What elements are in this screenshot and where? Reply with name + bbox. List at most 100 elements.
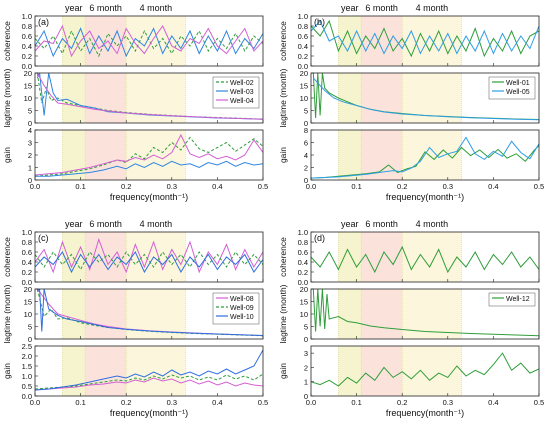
legend-label: Well-05	[506, 89, 530, 96]
legend-label: Well-10	[230, 314, 254, 321]
y-tick-label: 0	[28, 176, 32, 185]
series-line-well-04	[35, 24, 263, 58]
y-tick-label: 0	[304, 119, 308, 128]
band-shade	[338, 16, 362, 66]
x-tick-label: 0.1	[351, 398, 361, 407]
x-tick-label: 0.2	[121, 398, 131, 407]
y-tick-label: 2	[304, 164, 308, 173]
band-shade	[85, 289, 127, 339]
y-tick-label: 0.0	[22, 392, 32, 401]
band-shade	[62, 73, 86, 123]
band-label-0: year	[341, 219, 359, 229]
y-axis-label: lagtime (month)	[278, 68, 288, 127]
y-tick-label: 0.6	[22, 32, 32, 41]
y-axis-label: lagtime (month)	[2, 68, 12, 127]
legend-label: Well-09	[230, 305, 254, 312]
band-label-1: 6 month	[365, 219, 398, 229]
y-tick-label: 0.0	[298, 278, 308, 287]
y-tick-label: 0.0	[22, 278, 32, 287]
series-line-well-08	[35, 237, 263, 274]
band-shade	[338, 232, 362, 282]
y-tick-label: 0	[28, 119, 32, 128]
y-tick-label: 15	[24, 298, 32, 307]
x-tick-label: 0.4	[488, 182, 498, 191]
band-shade	[126, 232, 186, 282]
y-tick-label: 0.2	[22, 52, 32, 61]
y-tick-label: 1.5	[22, 362, 32, 371]
series-line-well-02	[35, 136, 263, 177]
series-line-well-05	[312, 77, 539, 121]
band-shade	[62, 16, 86, 66]
y-tick-label: 0.6	[22, 248, 32, 257]
band-shade	[62, 232, 86, 282]
band-label-1: 6 month	[89, 219, 122, 229]
y-tick-label: 0.8	[298, 22, 308, 31]
y-tick-label: 5	[304, 323, 308, 332]
band-shade	[62, 289, 86, 339]
series-line-well-10	[35, 349, 263, 391]
y-tick-label: 15	[300, 298, 308, 307]
y-tick-label: 0	[304, 176, 308, 185]
y-tick-label: 0.4	[298, 42, 308, 51]
series-line-well-10	[36, 289, 263, 336]
y-tick-label: 0	[304, 335, 308, 344]
y-tick-label: 1.0	[22, 372, 32, 381]
y-tick-label: 15	[300, 82, 308, 91]
band-shade	[126, 130, 186, 180]
series-line-well-04	[35, 133, 263, 176]
series-line-well-09	[35, 373, 263, 390]
band-shade	[338, 73, 362, 123]
legend-box	[212, 76, 260, 109]
y-tick-label: 10	[24, 310, 32, 319]
x-tick-label: 0.0	[306, 398, 316, 407]
legend-label: Well-02	[230, 80, 254, 87]
series-line-well-05	[311, 20, 539, 55]
y-tick-label: 0.2	[298, 268, 308, 277]
plot-frame	[310, 231, 540, 283]
y-tick-label: 0.8	[298, 238, 308, 247]
panel-3: year 6 month 4 month0.00.20.40.60.81.0cohe…	[278, 219, 544, 418]
band-shade	[361, 73, 403, 123]
band-label-0: year	[65, 219, 83, 229]
y-axis-label: coherence	[2, 21, 12, 61]
band-shade	[126, 346, 186, 396]
band-shade	[85, 16, 127, 66]
plot-frame	[310, 345, 540, 397]
band-shade	[361, 289, 403, 339]
x-axis-label: frequency(month⁻¹)	[110, 408, 188, 418]
band-shade	[85, 73, 127, 123]
y-tick-label: 0.2	[298, 52, 308, 61]
y-tick-label: 0.0	[22, 62, 32, 71]
y-axis-label: gain	[2, 363, 12, 379]
y-axis-label: lagtime (month)	[2, 284, 12, 343]
x-tick-label: 0.2	[121, 182, 131, 191]
x-axis-label: frequency(month⁻¹)	[386, 192, 464, 202]
x-tick-label: 0.5	[534, 182, 544, 191]
y-tick-label: 20	[24, 285, 32, 294]
x-tick-label: 0.3	[443, 398, 453, 407]
y-tick-label: 0.6	[298, 32, 308, 41]
y-tick-label: 1.0	[298, 228, 308, 237]
x-tick-label: 0.3	[167, 182, 177, 191]
y-tick-label: 0	[304, 392, 308, 401]
series-line-well-12	[311, 352, 539, 387]
y-tick-label: 3	[28, 139, 32, 148]
band-shade	[62, 130, 86, 180]
band-label-0: year	[341, 3, 359, 13]
panel-1: year 6 month 4 month0.00.20.40.60.81.0cohe…	[278, 3, 544, 202]
series-line-well-03	[35, 160, 263, 177]
legend-label: Well-12	[506, 296, 530, 303]
x-tick-label: 0.5	[258, 182, 268, 191]
series-line-well-05	[311, 136, 539, 179]
x-tick-label: 0.4	[488, 398, 498, 407]
band-shade	[338, 346, 362, 396]
y-tick-label: 0.4	[22, 258, 32, 267]
band-label-1: 6 month	[365, 3, 398, 13]
y-axis-label: gain	[278, 147, 288, 163]
y-tick-label: 20	[24, 69, 32, 78]
y-tick-label: 8	[304, 126, 308, 135]
series-line-well-08	[35, 377, 263, 391]
plot-frame	[34, 231, 264, 283]
band-shade	[338, 130, 362, 180]
